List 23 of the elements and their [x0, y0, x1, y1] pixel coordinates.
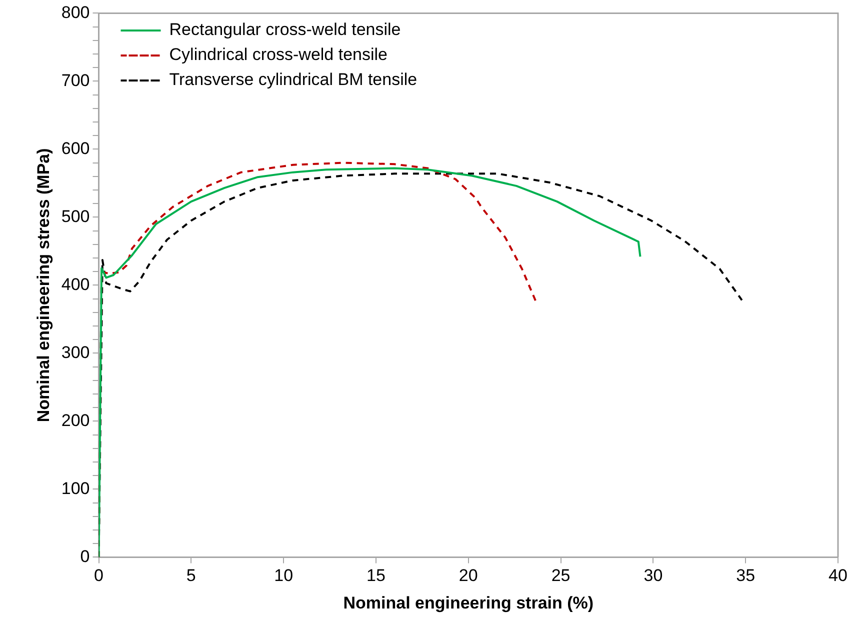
- x-tick-label: 15: [366, 566, 386, 586]
- y-tick-label: 0: [80, 546, 90, 566]
- legend-label: Rectangular cross-weld tensile: [169, 20, 401, 40]
- y-tick-label: 400: [61, 274, 90, 294]
- y-tick-label: 700: [61, 70, 90, 90]
- legend-label: Cylindrical cross-weld tensile: [169, 45, 388, 64]
- x-tick-label: 30: [644, 566, 663, 586]
- x-tick-label: 20: [458, 566, 478, 586]
- x-axis-title: Nominal engineering strain (%): [343, 593, 594, 612]
- y-tick-label: 300: [61, 342, 90, 362]
- x-tick-label: 25: [551, 566, 570, 586]
- y-tick-label: 800: [61, 2, 90, 22]
- y-tick-label: 600: [61, 138, 90, 158]
- y-axis-title: Nominal engineering stress (MPa): [34, 148, 53, 422]
- legend-label: Transverse cylindrical BM tensile: [169, 70, 418, 90]
- x-tick-label: 40: [828, 566, 848, 586]
- x-tick-label: 0: [94, 566, 104, 586]
- x-tick-label: 5: [186, 566, 196, 586]
- y-tick-label: 500: [61, 206, 90, 226]
- x-tick-label: 35: [736, 566, 756, 586]
- x-tick-label: 10: [274, 566, 294, 586]
- y-tick-label: 200: [61, 410, 90, 430]
- y-tick-label: 100: [61, 478, 90, 498]
